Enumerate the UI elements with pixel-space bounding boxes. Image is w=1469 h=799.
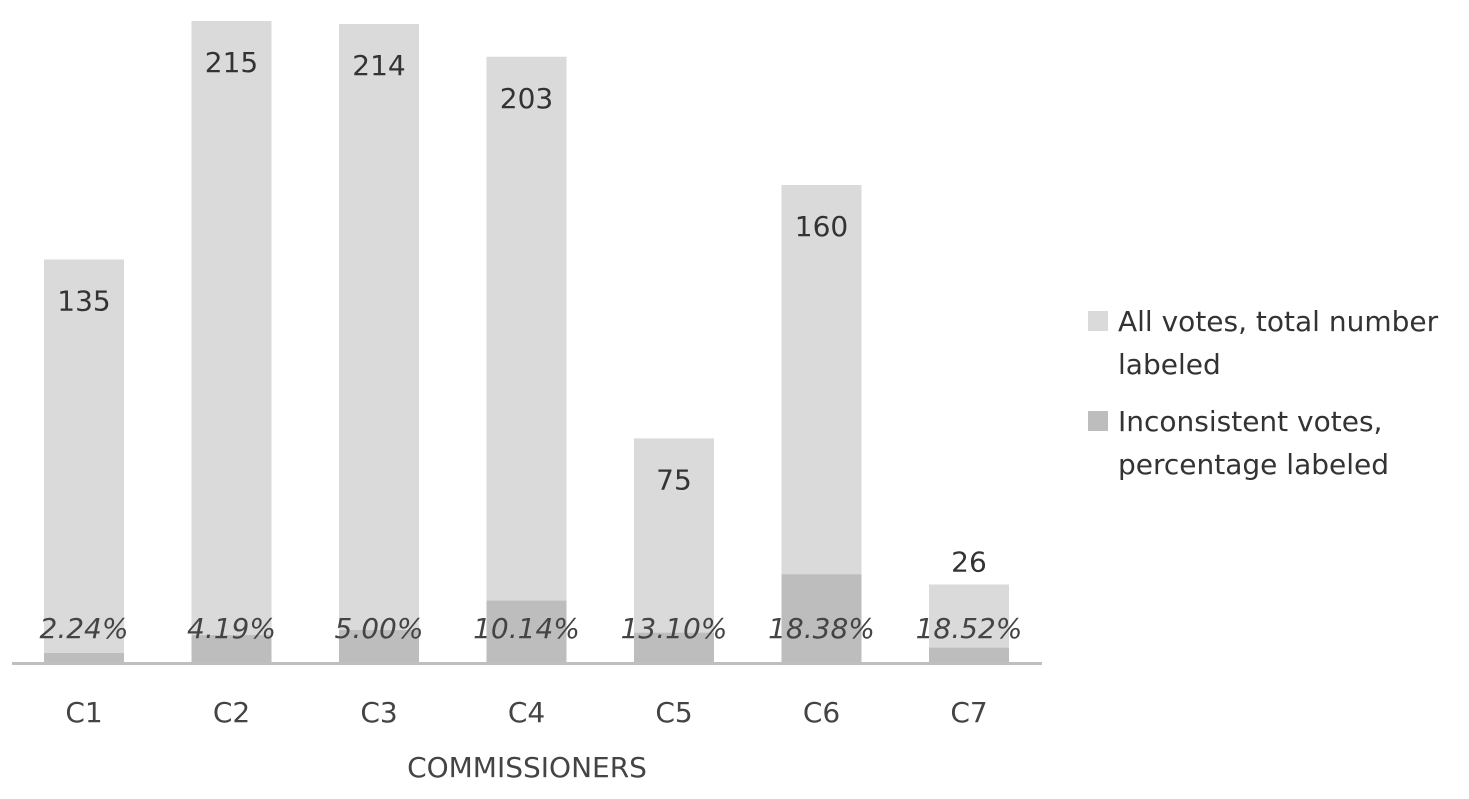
bars-group bbox=[44, 21, 1009, 663]
data-labels-group: 135 2.24% 215 4.19% 214 5.00% 203 10.14% 75 13.10… bbox=[40, 46, 1023, 645]
bar-total-c1 bbox=[44, 259, 124, 662]
legend-label-total: All votes, total number labeled bbox=[1118, 305, 1439, 381]
x-tick-c4: C4 bbox=[508, 696, 545, 729]
bar-total-c4 bbox=[486, 56, 567, 663]
legend-item-inconsistent: Inconsistent votes, percentage labeled bbox=[1088, 400, 1463, 486]
x-axis-title: COMMISSIONERS bbox=[407, 751, 647, 784]
data-label-total-c2: 215 bbox=[205, 46, 258, 79]
data-label-total-c3: 214 bbox=[352, 49, 405, 82]
data-label-pct-c6: 18.38% bbox=[768, 612, 875, 645]
bar-total-c3 bbox=[339, 23, 419, 663]
data-label-pct-c2: 4.19% bbox=[187, 612, 276, 645]
legend-swatch-total bbox=[1088, 311, 1108, 331]
x-tick-c3: C3 bbox=[360, 696, 397, 729]
x-tick-c6: C6 bbox=[803, 696, 840, 729]
legend-item-total: All votes, total number labeled bbox=[1088, 300, 1463, 386]
bar-inconsistent-c5 bbox=[634, 632, 714, 662]
data-label-total-c5: 75 bbox=[656, 463, 692, 496]
data-label-total-c1: 135 bbox=[57, 285, 110, 318]
legend-swatch-inconsistent bbox=[1088, 411, 1108, 431]
x-tick-c5: C5 bbox=[655, 696, 692, 729]
bar-inconsistent-c3 bbox=[339, 630, 419, 662]
data-label-total-c6: 160 bbox=[795, 210, 848, 243]
legend: All votes, total number labeled Inconsis… bbox=[1088, 300, 1463, 500]
data-label-pct-c7: 18.52% bbox=[916, 612, 1023, 645]
bar-total-c2 bbox=[191, 21, 272, 662]
data-label-pct-c3: 5.00% bbox=[335, 612, 424, 645]
bar-inconsistent-c4 bbox=[486, 600, 567, 662]
data-label-pct-c4: 10.14% bbox=[473, 612, 580, 645]
bar-inconsistent-c1 bbox=[44, 652, 124, 662]
x-tick-c7: C7 bbox=[950, 696, 987, 729]
x-tick-labels-group: C1 C2 C3 C4 C5 C6 C7 bbox=[65, 696, 987, 729]
bar-inconsistent-c2 bbox=[191, 635, 272, 662]
data-label-total-c7: 26 bbox=[951, 545, 987, 578]
bar-total-c5 bbox=[634, 438, 714, 662]
bar-inconsistent-c7 bbox=[929, 647, 1009, 662]
bar-inconsistent-c6 bbox=[781, 574, 862, 662]
data-label-pct-c1: 2.24% bbox=[40, 612, 129, 645]
data-label-total-c4: 203 bbox=[500, 82, 553, 115]
legend-label-inconsistent: Inconsistent votes, percentage labeled bbox=[1118, 405, 1390, 481]
x-tick-c2: C2 bbox=[213, 696, 250, 729]
x-tick-c1: C1 bbox=[65, 696, 102, 729]
data-label-pct-c5: 13.10% bbox=[621, 612, 728, 645]
